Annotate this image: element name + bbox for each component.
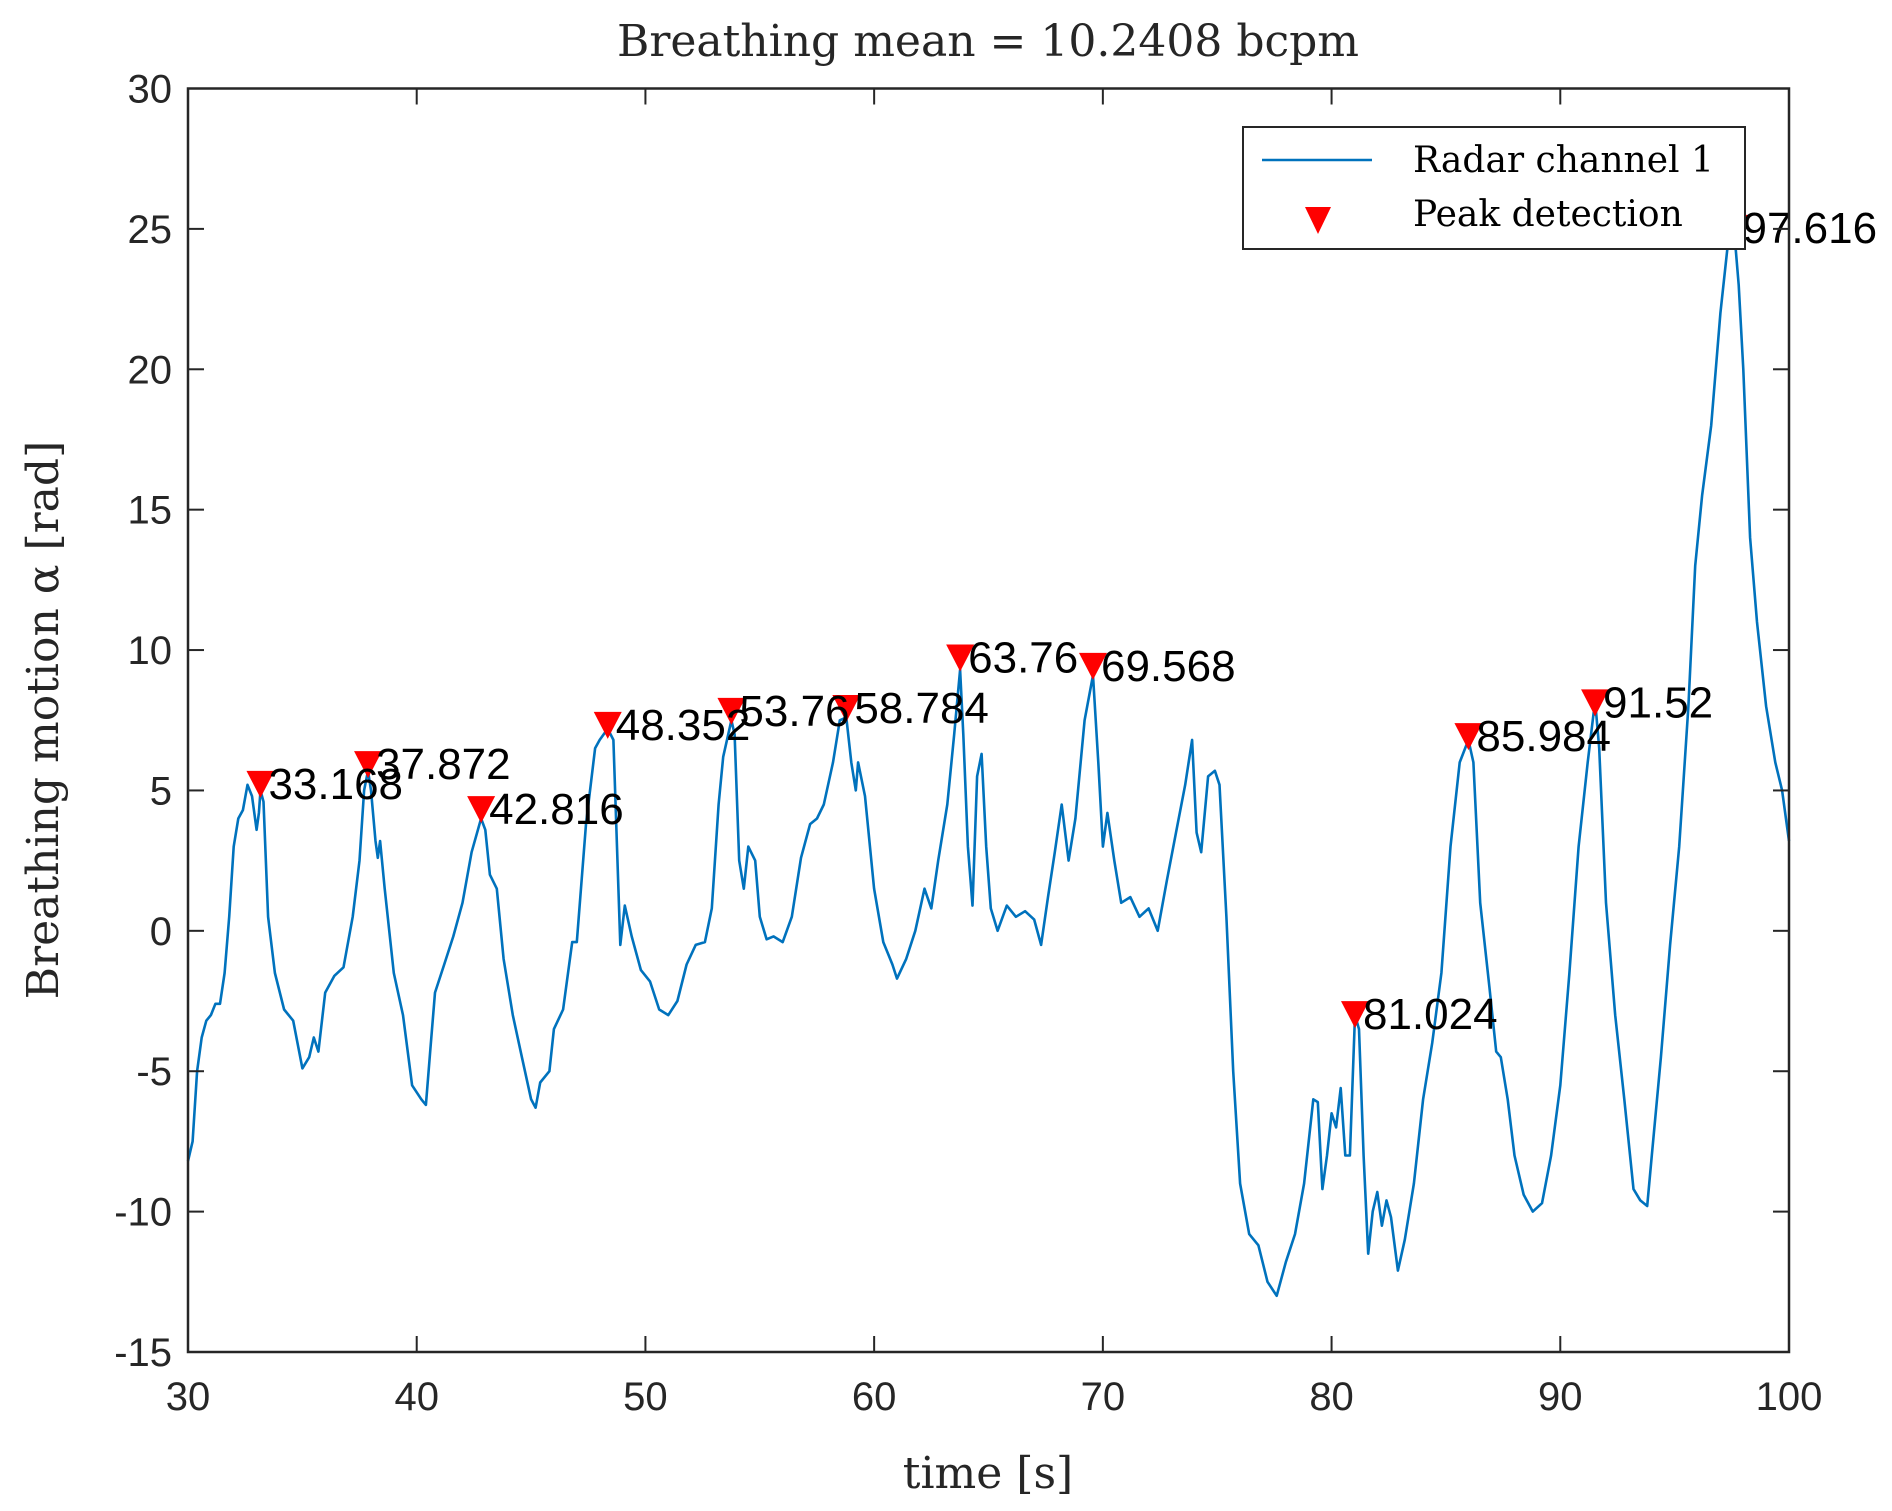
legend-box [1242,126,1746,250]
peak-label: 97.616 [1742,204,1877,253]
peak-label: 37.872 [376,740,511,789]
peak-marker [1454,723,1483,751]
x-tick-label: 40 [394,1375,439,1419]
peak-marker [246,770,275,798]
peak-marker [1078,652,1107,680]
peak-label: 69.568 [1101,642,1236,691]
legend-label-peaks: Peak detection [1413,194,1683,235]
peak-marker [354,751,383,779]
chart-title: Breathing mean = 10.2408 bcpm [617,16,1359,67]
y-axis: -15 -10 -5 0 5 10 15 20 25 30 [114,68,1789,1375]
axes-box [186,87,1791,1354]
peak-label: 33.168 [268,760,403,809]
peak-marker [593,711,622,739]
y-tick-label: 0 [150,910,172,954]
x-tick-label: 70 [1081,1375,1126,1419]
y-tick-label: -10 [114,1191,172,1235]
x-tick-label: 50 [623,1375,668,1419]
peak-marker [467,796,496,824]
x-tick-label: 100 [1756,1375,1823,1419]
y-tick-label: 20 [128,348,173,392]
y-tick-label: -5 [136,1050,172,1094]
x-tick-label: 30 [166,1375,211,1419]
peak-label: 42.816 [489,785,624,834]
peak-label: 85.984 [1476,712,1611,761]
peak-marker [717,697,746,725]
peak-label: 48.352 [616,701,751,750]
y-tick-label: 30 [128,68,173,112]
peak-label: 63.76 [968,633,1078,682]
y-tick-label: -15 [114,1331,172,1375]
x-axis: 30 40 50 60 70 80 90 100 [166,88,1823,1419]
y-tick-label: 10 [128,629,173,673]
peak-label: 91.52 [1603,678,1713,727]
peak-marker [1340,1001,1369,1029]
peak-marker [1581,689,1610,717]
legend-label-radar: Radar channel 1 [1413,140,1714,181]
y-tick-label: 25 [128,208,173,252]
peak-label: 53.76 [739,687,849,736]
y-axis-label: Breathing motion α [rad] [18,441,69,999]
x-axis-label: time [s] [903,1448,1073,1499]
peak-marker [832,695,861,723]
x-tick-label: 60 [852,1375,897,1419]
x-tick-label: 90 [1538,1375,1583,1419]
peak-label: 58.784 [854,684,989,733]
x-tick-label: 80 [1309,1375,1354,1419]
peak-marker [946,644,975,672]
legend: Radar channel 1 Peak detection [1242,126,1746,250]
y-tick-label: 15 [128,489,173,533]
y-tick-label: 5 [150,769,172,813]
peak-label: 81.024 [1363,990,1498,1039]
legend-triangle-marker [1305,207,1331,234]
